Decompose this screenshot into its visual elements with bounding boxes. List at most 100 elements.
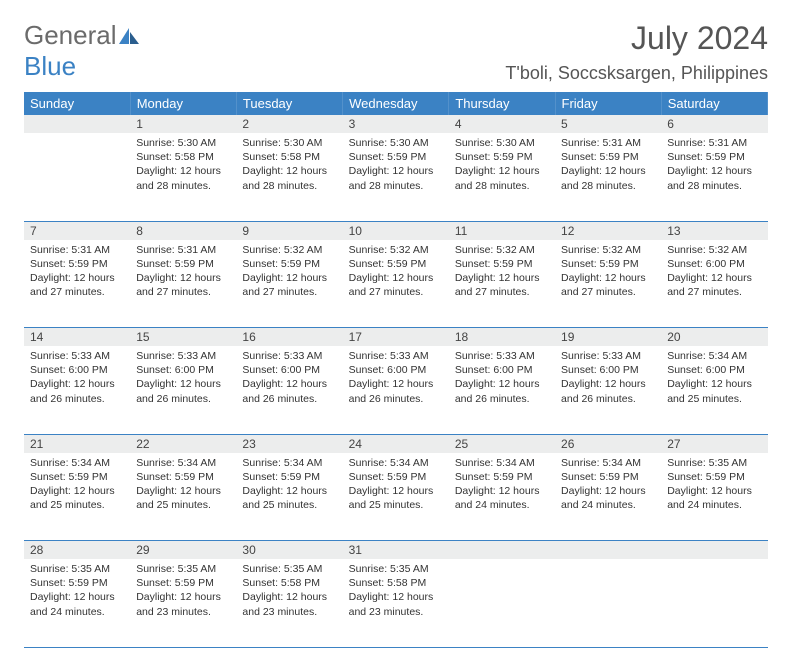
day-ss-text: Sunset: 6:00 PM [667, 257, 761, 271]
day-ss-text: Sunset: 5:58 PM [242, 150, 336, 164]
day-number-cell: 10 [343, 221, 449, 240]
day-content-cell: Sunrise: 5:33 AMSunset: 6:00 PMDaylight:… [130, 346, 236, 434]
day-number-cell: 30 [236, 541, 342, 560]
day-content-cell: Sunrise: 5:35 AMSunset: 5:59 PMDaylight:… [130, 559, 236, 647]
day-d2-text: and 26 minutes. [242, 392, 336, 406]
day-d1-text: Daylight: 12 hours [349, 377, 443, 391]
day-sr-text: Sunrise: 5:31 AM [136, 243, 230, 257]
logo-sail-icon [119, 26, 141, 44]
day-content-cell: Sunrise: 5:32 AMSunset: 6:00 PMDaylight:… [661, 240, 767, 328]
day-ss-text: Sunset: 5:59 PM [30, 257, 124, 271]
day-ss-text: Sunset: 5:59 PM [242, 257, 336, 271]
day-d1-text: Daylight: 12 hours [455, 164, 549, 178]
day-d2-text: and 25 minutes. [30, 498, 124, 512]
day-d1-text: Daylight: 12 hours [561, 164, 655, 178]
month-title: July 2024 [505, 20, 768, 57]
day-sr-text: Sunrise: 5:31 AM [667, 136, 761, 150]
day-content-cell: Sunrise: 5:33 AMSunset: 6:00 PMDaylight:… [449, 346, 555, 434]
day-d1-text: Daylight: 12 hours [349, 590, 443, 604]
weekday-header: Tuesday [236, 92, 342, 115]
day-number-cell: 5 [555, 115, 661, 133]
day-sr-text: Sunrise: 5:35 AM [667, 456, 761, 470]
day-content-cell: Sunrise: 5:31 AMSunset: 5:59 PMDaylight:… [24, 240, 130, 328]
day-d1-text: Daylight: 12 hours [136, 590, 230, 604]
day-content-cell: Sunrise: 5:32 AMSunset: 5:59 PMDaylight:… [343, 240, 449, 328]
day-ss-text: Sunset: 6:00 PM [561, 363, 655, 377]
day-content-cell [555, 559, 661, 647]
day-d1-text: Daylight: 12 hours [30, 271, 124, 285]
weekday-header: Monday [130, 92, 236, 115]
day-d2-text: and 28 minutes. [667, 179, 761, 193]
day-content-cell [24, 133, 130, 221]
day-number-cell: 13 [661, 221, 767, 240]
day-sr-text: Sunrise: 5:33 AM [561, 349, 655, 363]
day-content-cell: Sunrise: 5:32 AMSunset: 5:59 PMDaylight:… [555, 240, 661, 328]
day-number-cell: 19 [555, 328, 661, 347]
day-number-cell [661, 541, 767, 560]
day-content-row: Sunrise: 5:31 AMSunset: 5:59 PMDaylight:… [24, 240, 768, 328]
day-content-row: Sunrise: 5:34 AMSunset: 5:59 PMDaylight:… [24, 453, 768, 541]
day-sr-text: Sunrise: 5:30 AM [349, 136, 443, 150]
day-d2-text: and 28 minutes. [242, 179, 336, 193]
day-ss-text: Sunset: 6:00 PM [667, 363, 761, 377]
day-number-cell [555, 541, 661, 560]
day-ss-text: Sunset: 5:59 PM [349, 257, 443, 271]
day-content-cell: Sunrise: 5:34 AMSunset: 5:59 PMDaylight:… [24, 453, 130, 541]
weekday-header: Wednesday [343, 92, 449, 115]
day-d1-text: Daylight: 12 hours [667, 377, 761, 391]
calendar-table: Sunday Monday Tuesday Wednesday Thursday… [24, 92, 768, 648]
day-sr-text: Sunrise: 5:32 AM [561, 243, 655, 257]
day-content-cell: Sunrise: 5:32 AMSunset: 5:59 PMDaylight:… [449, 240, 555, 328]
day-number-cell [449, 541, 555, 560]
day-ss-text: Sunset: 6:00 PM [455, 363, 549, 377]
day-content-cell: Sunrise: 5:33 AMSunset: 6:00 PMDaylight:… [555, 346, 661, 434]
day-number-cell: 18 [449, 328, 555, 347]
day-sr-text: Sunrise: 5:31 AM [30, 243, 124, 257]
logo-text: General Blue [24, 20, 141, 82]
day-number-cell: 29 [130, 541, 236, 560]
weekday-header-row: Sunday Monday Tuesday Wednesday Thursday… [24, 92, 768, 115]
day-ss-text: Sunset: 6:00 PM [30, 363, 124, 377]
day-d1-text: Daylight: 12 hours [30, 377, 124, 391]
day-number-cell: 6 [661, 115, 767, 133]
day-ss-text: Sunset: 5:59 PM [455, 150, 549, 164]
day-number-row: 21222324252627 [24, 434, 768, 453]
day-ss-text: Sunset: 5:59 PM [30, 470, 124, 484]
day-content-cell: Sunrise: 5:31 AMSunset: 5:59 PMDaylight:… [555, 133, 661, 221]
day-d2-text: and 25 minutes. [349, 498, 443, 512]
day-ss-text: Sunset: 5:59 PM [349, 470, 443, 484]
day-ss-text: Sunset: 6:00 PM [136, 363, 230, 377]
weekday-header: Friday [555, 92, 661, 115]
day-d1-text: Daylight: 12 hours [136, 271, 230, 285]
day-ss-text: Sunset: 5:59 PM [136, 257, 230, 271]
day-ss-text: Sunset: 5:59 PM [455, 257, 549, 271]
day-d2-text: and 26 minutes. [30, 392, 124, 406]
day-content-cell: Sunrise: 5:34 AMSunset: 5:59 PMDaylight:… [343, 453, 449, 541]
day-number-cell: 8 [130, 221, 236, 240]
day-content-cell: Sunrise: 5:33 AMSunset: 6:00 PMDaylight:… [236, 346, 342, 434]
day-sr-text: Sunrise: 5:30 AM [136, 136, 230, 150]
day-d1-text: Daylight: 12 hours [349, 484, 443, 498]
day-number-row: 78910111213 [24, 221, 768, 240]
day-ss-text: Sunset: 5:59 PM [667, 470, 761, 484]
day-sr-text: Sunrise: 5:31 AM [561, 136, 655, 150]
day-number-cell: 23 [236, 434, 342, 453]
day-ss-text: Sunset: 5:58 PM [349, 576, 443, 590]
day-content-cell: Sunrise: 5:30 AMSunset: 5:58 PMDaylight:… [130, 133, 236, 221]
day-number-cell: 4 [449, 115, 555, 133]
day-sr-text: Sunrise: 5:33 AM [242, 349, 336, 363]
day-d1-text: Daylight: 12 hours [242, 484, 336, 498]
day-content-row: Sunrise: 5:35 AMSunset: 5:59 PMDaylight:… [24, 559, 768, 647]
day-sr-text: Sunrise: 5:34 AM [455, 456, 549, 470]
day-ss-text: Sunset: 5:59 PM [136, 470, 230, 484]
day-sr-text: Sunrise: 5:35 AM [349, 562, 443, 576]
day-d2-text: and 26 minutes. [136, 392, 230, 406]
title-block: July 2024 T'boli, Soccsksargen, Philippi… [505, 20, 768, 84]
day-d1-text: Daylight: 12 hours [242, 271, 336, 285]
day-ss-text: Sunset: 6:00 PM [349, 363, 443, 377]
day-d2-text: and 27 minutes. [242, 285, 336, 299]
day-ss-text: Sunset: 5:58 PM [136, 150, 230, 164]
day-d2-text: and 27 minutes. [667, 285, 761, 299]
day-d1-text: Daylight: 12 hours [349, 271, 443, 285]
day-content-row: Sunrise: 5:30 AMSunset: 5:58 PMDaylight:… [24, 133, 768, 221]
